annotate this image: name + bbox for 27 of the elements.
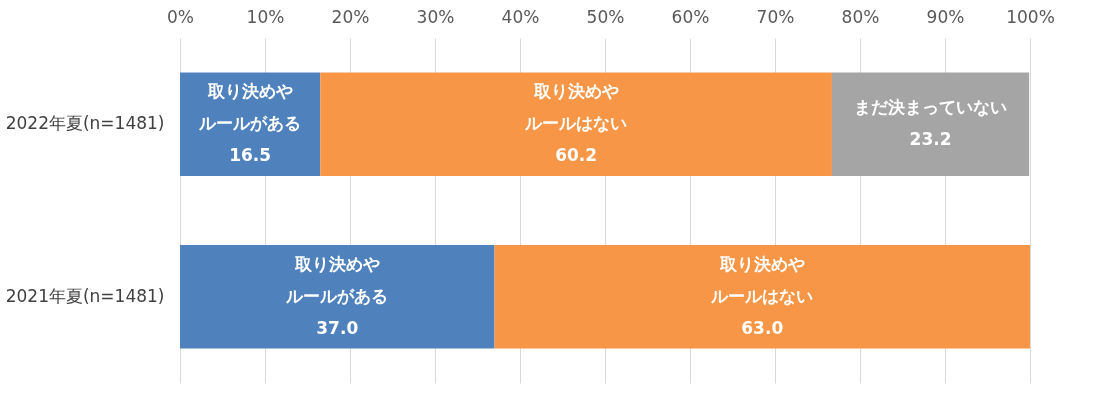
- series-label: 取り決めやルールはない: [524, 81, 628, 134]
- bar: [494, 245, 1030, 349]
- data-label: 16.5: [229, 145, 272, 166]
- x-tick-label: 70%: [756, 6, 795, 27]
- data-label: 37.0: [316, 317, 359, 338]
- x-tick-label: 50%: [586, 6, 625, 27]
- text: 取り決めやルールがある: [286, 253, 389, 306]
- x-tick-label: 80%: [841, 6, 880, 27]
- x-tick-label: 30%: [416, 6, 455, 27]
- data-label: 23.2: [909, 129, 952, 150]
- x-tick-label: 0%: [167, 6, 194, 27]
- data-label: 60.2: [555, 145, 598, 166]
- x-tick-label: 90%: [926, 6, 965, 27]
- y-tick-label: 2021年夏(n=1481): [5, 285, 165, 306]
- series-label: まだ決まっていない: [854, 97, 1008, 118]
- series-label: 取り決めやルールがある: [198, 81, 302, 134]
- bar: [180, 245, 495, 349]
- bar: [320, 72, 832, 176]
- x-tick-label: 100%: [1006, 6, 1055, 27]
- bar: [831, 72, 1030, 176]
- x-tick-label: 40%: [501, 6, 540, 27]
- x-tick-label: 20%: [331, 6, 370, 27]
- x-tick-label: 10%: [246, 6, 285, 27]
- x-tick-label: 60%: [671, 6, 710, 27]
- data-label: 63.0: [741, 317, 784, 338]
- y-tick-label: 2022年夏(n=1481): [5, 113, 165, 134]
- text: 取り決めやルールはない: [711, 253, 814, 306]
